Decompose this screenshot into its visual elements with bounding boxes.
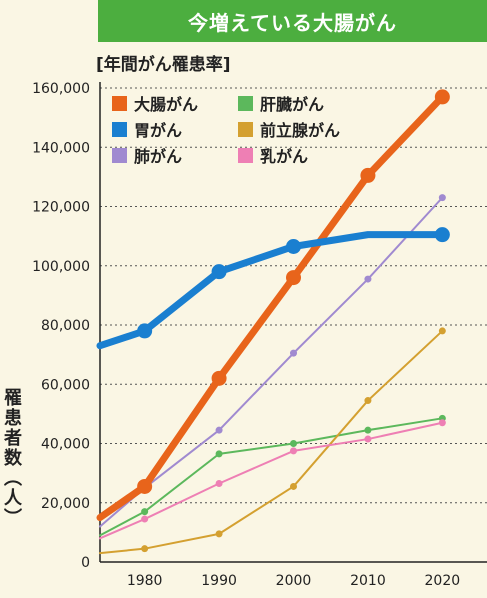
y-tick-label-20000: 20,000 <box>41 496 90 512</box>
y-tick-label-120000: 120,000 <box>32 200 90 216</box>
legend-label-2: 肺がん <box>134 147 182 166</box>
y-tick-label-100000: 100,000 <box>32 259 90 275</box>
legend-swatch-4 <box>238 122 253 137</box>
data-point-4-2010 <box>364 397 372 405</box>
data-point-2-2000 <box>290 349 297 357</box>
series-1 <box>96 227 450 350</box>
series-line-0 <box>96 93 446 522</box>
data-point-0-2000 <box>286 270 301 286</box>
data-point-5-1980 <box>141 515 149 523</box>
data-point-2-2010 <box>364 275 372 283</box>
x-tick-label-1980: 1980 <box>127 573 163 589</box>
y-axis-label: 罹患者数（人） <box>1 388 22 528</box>
series-line-4 <box>99 329 444 555</box>
data-point-0-2020 <box>434 89 450 105</box>
x-tick-label-1990: 1990 <box>201 573 237 589</box>
data-point-4-1980 <box>141 545 149 553</box>
axes <box>99 82 487 563</box>
series-3 <box>99 414 446 537</box>
legend-label-5: 乳がん <box>260 147 308 166</box>
y-tick-labels: 0 20,000 40,000 60,000 80,000 100,000 120,000 1… <box>32 81 90 571</box>
chart-subtitle: [年間がん罹患率] <box>96 55 231 75</box>
legend-swatch-0 <box>112 96 127 111</box>
x-tick-label-2010: 2010 <box>350 573 386 589</box>
series-line-3 <box>99 417 444 537</box>
data-point-0-2010 <box>360 167 376 183</box>
legend-label-4: 前立腺がん <box>260 121 340 140</box>
y-tick-label-140000: 140,000 <box>32 140 90 156</box>
legend-label-0: 大腸がん <box>134 95 198 114</box>
data-point-4-2000 <box>290 482 297 490</box>
legend-swatch-3 <box>238 96 253 111</box>
series-4 <box>99 327 446 555</box>
y-tick-label-40000: 40,000 <box>41 437 90 453</box>
data-point-4-2020 <box>438 327 446 335</box>
data-point-4-1990 <box>215 530 223 538</box>
data-point-5-1990 <box>215 479 223 487</box>
x-tick-label-2000: 2000 <box>276 573 312 589</box>
x-tick-labels: 1980 1990 2000 2010 2020 <box>127 573 460 589</box>
legend-swatch-1 <box>112 122 127 137</box>
data-point-3-2010 <box>364 426 372 434</box>
x-tick-label-2020: 2020 <box>425 573 461 589</box>
series-lines <box>96 89 450 555</box>
data-point-1-2000 <box>286 238 301 254</box>
series-line-5 <box>99 421 444 540</box>
legend-swatch-5 <box>238 148 253 163</box>
y-tick-label-80000: 80,000 <box>41 318 90 334</box>
series-5 <box>99 419 446 540</box>
legend-swatch-2 <box>112 148 127 163</box>
y-tick-label-0: 0 <box>81 555 90 571</box>
data-point-5-2010 <box>364 435 372 443</box>
legend-label-3: 肝臓がん <box>260 95 324 114</box>
series-0 <box>96 89 450 522</box>
data-point-5-2020 <box>438 419 446 427</box>
series-line-1 <box>96 231 446 350</box>
data-point-2-2020 <box>438 194 446 202</box>
data-point-2-1990 <box>215 426 223 434</box>
data-point-0-1980 <box>137 478 153 494</box>
data-point-1-1990 <box>211 264 227 280</box>
data-point-0-1990 <box>211 370 227 386</box>
legend-label-1: 胃がん <box>134 121 182 140</box>
data-point-3-1980 <box>141 508 149 516</box>
data-point-3-1990 <box>215 450 223 458</box>
y-tick-label-60000: 60,000 <box>41 377 90 393</box>
data-point-5-2000 <box>290 447 297 455</box>
y-tick-label-160000: 160,000 <box>32 81 90 97</box>
chart-banner-title: 今増えている大腸がん <box>98 0 487 42</box>
data-point-3-2000 <box>290 440 297 447</box>
data-point-1-1980 <box>137 323 153 339</box>
data-point-1-2020 <box>434 227 450 243</box>
